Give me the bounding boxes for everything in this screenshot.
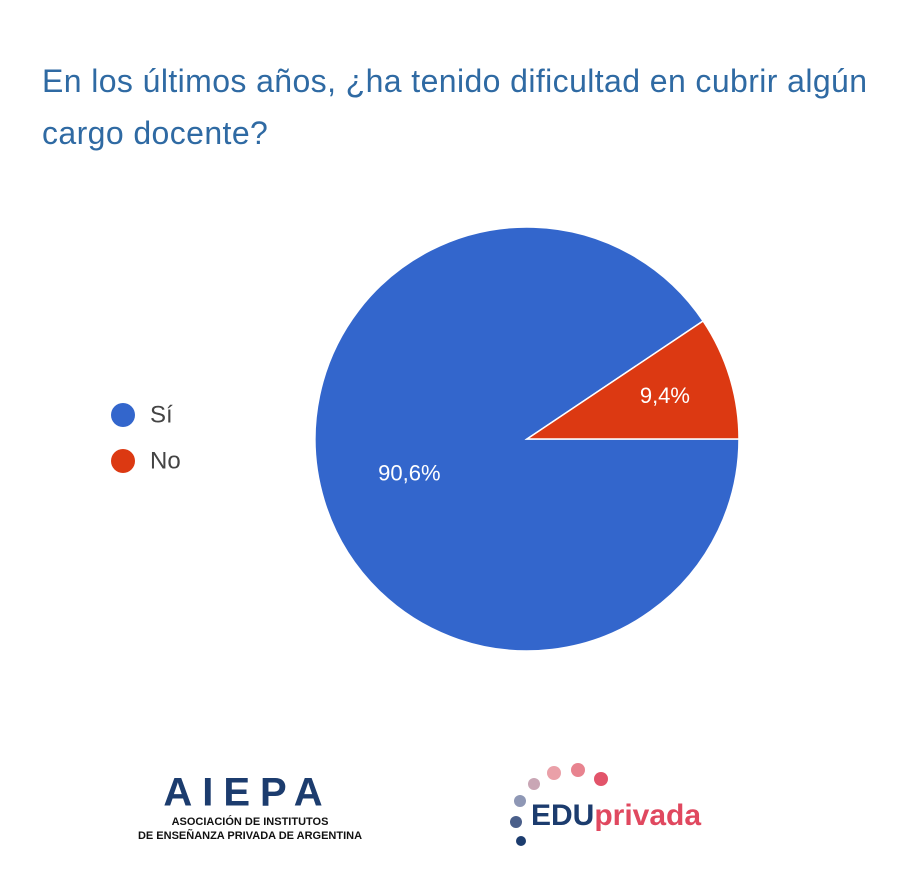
logo-dot — [594, 772, 608, 786]
aiepa-logo: AIEPA ASOCIACIÓN DE INSTITUTOS DE ENSEÑA… — [138, 771, 362, 842]
logo-part: privada — [594, 799, 701, 832]
chart-title: En los últimos años, ¿ha tenido dificult… — [42, 63, 868, 151]
logo-dot — [510, 816, 522, 828]
logo-dot — [528, 778, 540, 790]
logo-line: DE ENSEÑANZA PRIVADA DE ARGENTINA — [138, 829, 362, 842]
legend-marker — [111, 403, 135, 427]
logo-name: AIEPA — [163, 771, 332, 815]
eduprivada-logo: EDUprivada — [510, 763, 701, 846]
logo-dot — [547, 766, 561, 780]
pie-slice — [524, 319, 740, 440]
legend-label: Sí — [150, 401, 173, 428]
logo-dot — [571, 763, 585, 777]
data-label: 90,6% — [378, 461, 440, 486]
logo-dot — [516, 836, 526, 846]
logo-line: ASOCIACIÓN DE INSTITUTOS — [172, 815, 329, 828]
legend-marker — [111, 449, 135, 473]
data-label: 9,4% — [640, 383, 690, 408]
logo-part: EDU — [531, 799, 594, 832]
legend-label: No — [150, 447, 181, 474]
logo-dot — [514, 795, 526, 807]
logo-text: EDUprivada — [531, 799, 701, 832]
